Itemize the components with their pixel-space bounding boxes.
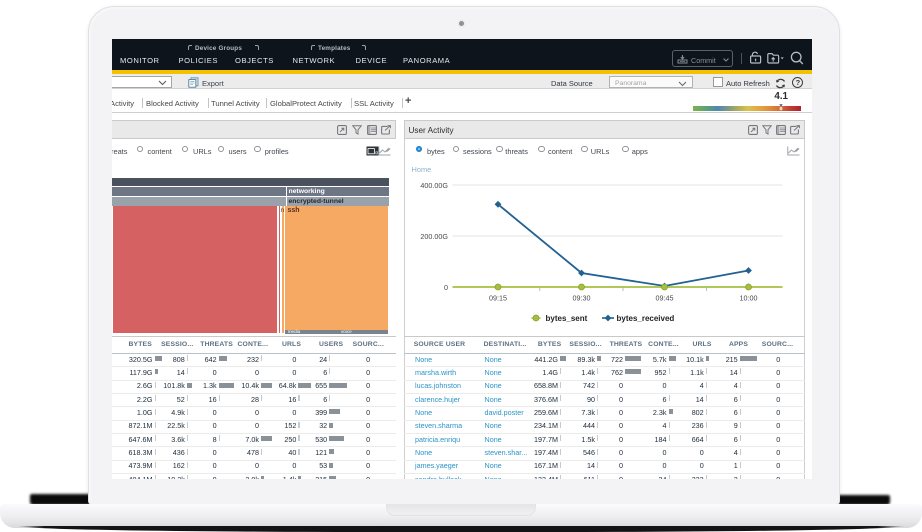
- svg-text:200.00G: 200.00G: [420, 232, 448, 241]
- svg-text:09:45: 09:45: [656, 294, 674, 303]
- svg-text:400.00G: 400.00G: [420, 181, 448, 190]
- svg-text:09:30: 09:30: [573, 294, 591, 303]
- svg-text:0: 0: [444, 283, 448, 292]
- svg-text:09:15: 09:15: [489, 294, 507, 303]
- svg-text:bytes_sent: bytes_sent: [546, 314, 588, 323]
- svg-text:10:00: 10:00: [740, 294, 758, 303]
- svg-text:bytes_received: bytes_received: [617, 314, 675, 323]
